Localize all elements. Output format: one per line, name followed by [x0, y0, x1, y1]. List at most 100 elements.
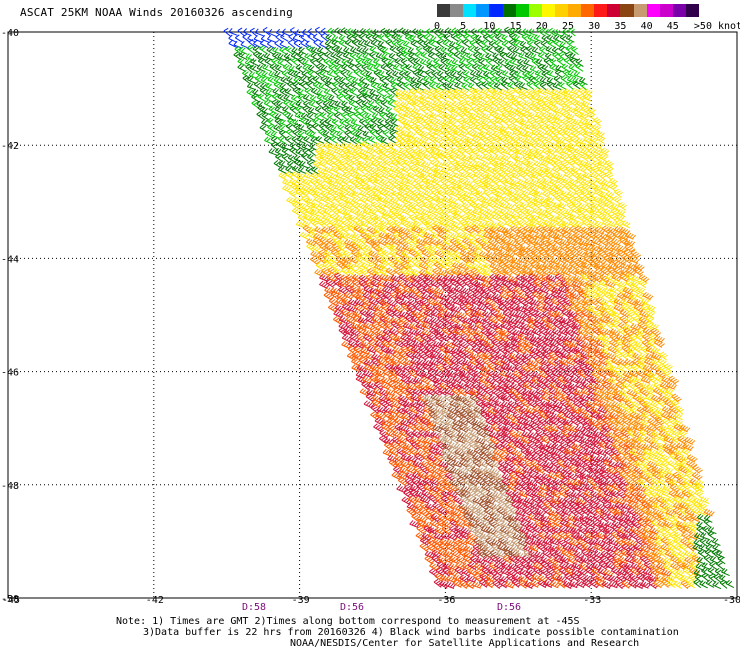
wind-barb — [412, 69, 421, 79]
wind-barb — [591, 237, 603, 246]
wind-barb — [641, 532, 653, 541]
wind-barb — [445, 298, 457, 307]
wind-barb — [533, 279, 545, 288]
wind-barb — [442, 436, 454, 445]
wind-barb — [536, 376, 549, 385]
wind-barb — [622, 375, 635, 384]
wind-barb — [526, 80, 535, 90]
wind-barb — [362, 292, 374, 301]
wind-barb — [351, 196, 361, 205]
wind-barb — [439, 213, 449, 223]
wind-barb — [343, 213, 352, 223]
wind-barb — [297, 130, 306, 140]
wind-barb — [345, 159, 355, 169]
wind-barb — [510, 507, 521, 516]
wind-barb — [272, 93, 280, 103]
wind-barb — [454, 45, 463, 55]
wind-barb — [442, 160, 452, 169]
wind-barb — [404, 237, 414, 246]
wind-barb — [561, 267, 573, 276]
wind-barb — [406, 142, 416, 152]
wind-barb — [275, 28, 285, 38]
wind-barb — [648, 448, 658, 458]
wind-barb — [435, 567, 447, 577]
wind-barb — [556, 459, 568, 469]
wind-barb — [378, 225, 388, 235]
wind-barb — [355, 293, 367, 302]
wind-barb — [441, 407, 453, 415]
wind-barb — [502, 424, 514, 433]
wind-barb — [545, 249, 556, 259]
wind-barb — [575, 58, 584, 68]
wind-barb — [652, 471, 664, 481]
wind-barb — [506, 446, 518, 456]
wind-barb — [414, 254, 423, 264]
wind-barb — [583, 88, 593, 97]
wind-barb — [385, 429, 397, 438]
wind-barb — [646, 304, 656, 313]
wind-barb — [425, 512, 436, 522]
wind-barb — [441, 326, 453, 336]
wind-barb — [662, 520, 674, 529]
wind-barb — [389, 45, 398, 54]
wind-barb — [481, 123, 491, 133]
wind-barb — [662, 417, 671, 427]
wind-barb — [487, 567, 499, 577]
wind-barb — [537, 495, 549, 505]
wind-barb — [496, 225, 508, 235]
wind-barb — [628, 376, 638, 385]
wind-barb — [254, 75, 264, 84]
colorbar-swatch — [554, 4, 569, 17]
wind-barb — [423, 406, 434, 416]
wind-barb — [429, 519, 441, 529]
wind-barb — [528, 269, 540, 278]
wind-barb — [366, 143, 376, 152]
wind-barb — [293, 158, 302, 168]
wind-barb — [632, 315, 642, 325]
wind-barb — [526, 160, 536, 169]
wind-barb — [553, 393, 565, 402]
wind-barb — [391, 190, 401, 200]
wind-barb — [403, 400, 415, 409]
wind-barb — [519, 118, 529, 127]
wind-barb — [472, 411, 484, 420]
wind-barb — [610, 207, 620, 217]
wind-barb — [396, 448, 408, 457]
wind-barb — [302, 58, 312, 67]
wind-barb — [537, 340, 549, 349]
wind-barb — [504, 249, 516, 258]
wind-barb — [351, 201, 361, 211]
wind-barb — [400, 255, 412, 265]
wind-barb — [284, 56, 293, 66]
wind-barb — [482, 269, 492, 277]
wind-barb — [593, 351, 605, 361]
wind-barb — [444, 148, 454, 157]
wind-barb — [320, 148, 330, 157]
wind-barb — [705, 538, 715, 547]
wind-barb — [488, 519, 500, 529]
wind-barb — [545, 495, 556, 505]
wind-barb — [409, 81, 418, 91]
wind-barb — [562, 345, 574, 355]
wind-barb — [621, 424, 633, 434]
wind-barb — [300, 33, 309, 43]
wind-barb — [613, 225, 626, 235]
wind-barb — [468, 323, 480, 332]
wind-barb — [442, 279, 454, 289]
wind-barb — [484, 141, 494, 150]
wind-barb — [557, 334, 569, 343]
wind-barb — [391, 159, 400, 169]
wind-barb — [532, 123, 542, 132]
wind-barb — [504, 297, 516, 307]
wind-barb — [260, 76, 270, 85]
wind-barb — [582, 464, 594, 474]
wind-barb — [515, 352, 527, 361]
wind-barb — [625, 436, 638, 446]
wind-barb — [490, 267, 502, 277]
wind-barb — [394, 297, 406, 306]
wind-barb — [630, 567, 642, 576]
wind-barb — [356, 364, 368, 373]
wind-barb — [389, 165, 399, 174]
wind-barb — [528, 309, 540, 319]
wind-barb — [494, 45, 502, 55]
